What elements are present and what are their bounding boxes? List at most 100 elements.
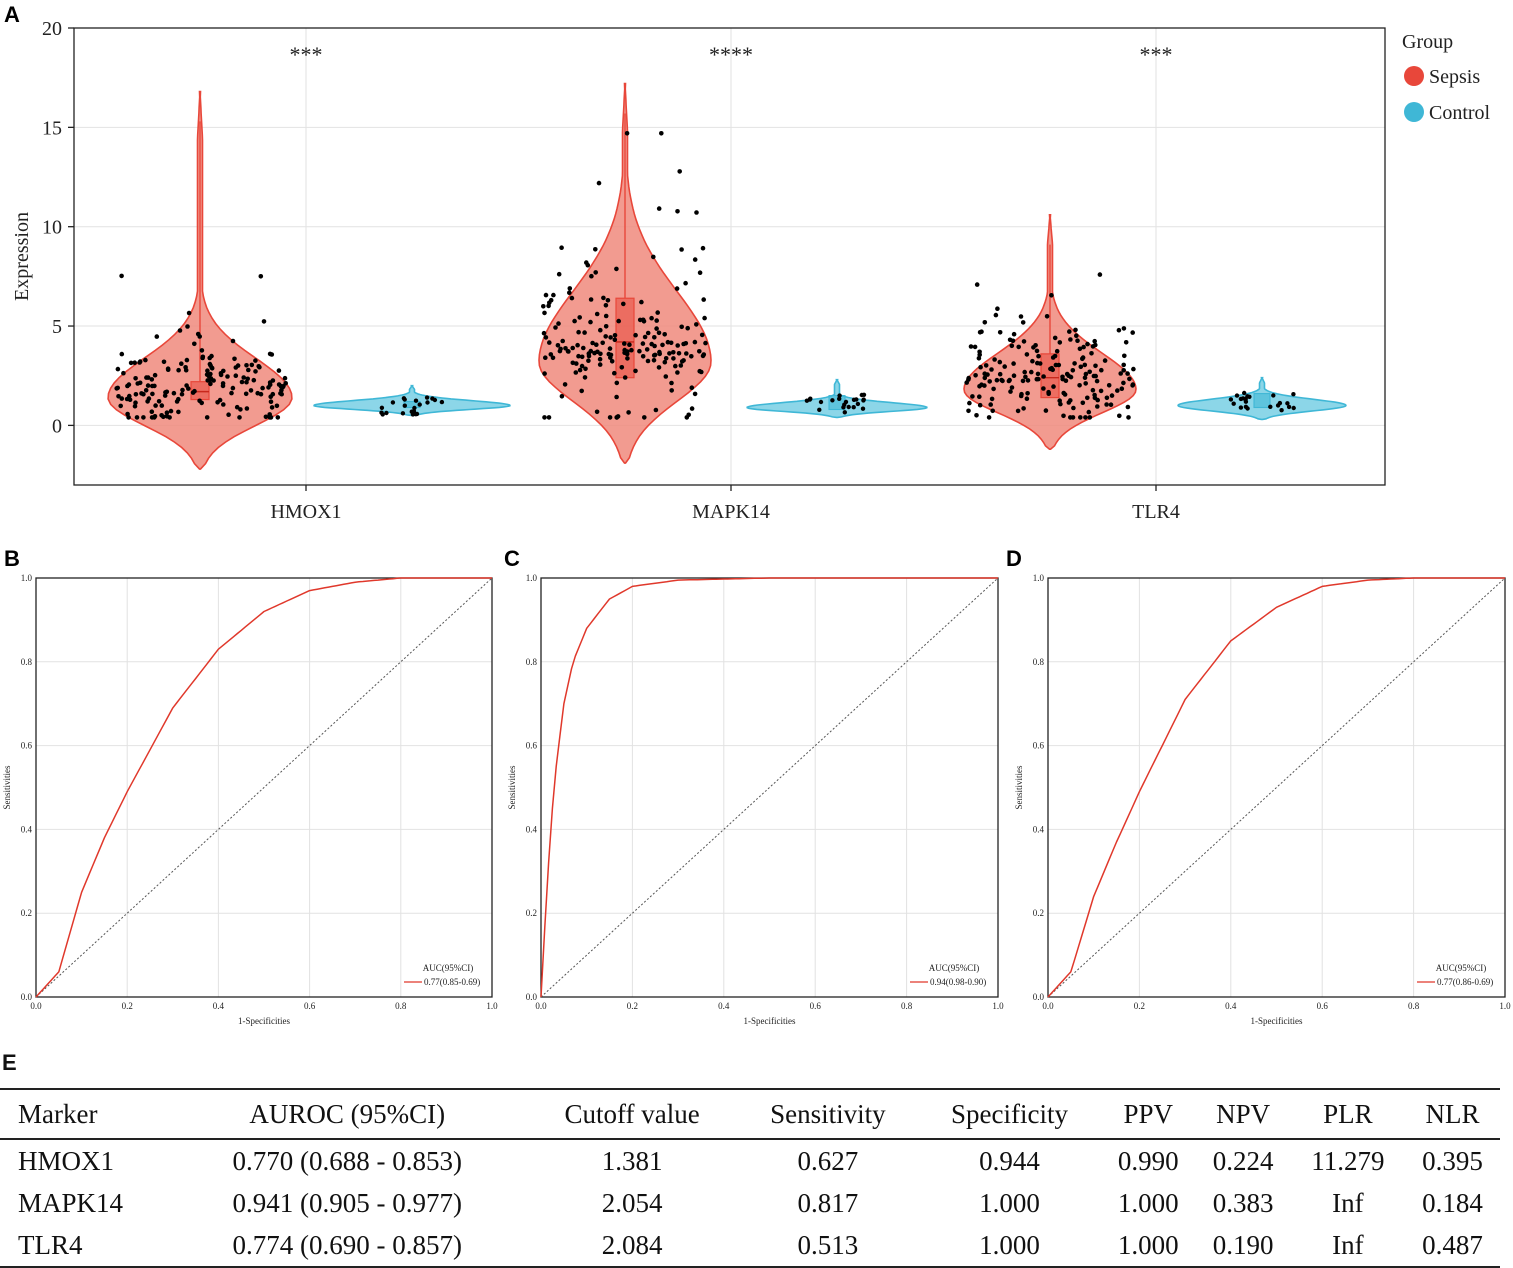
sepsis-point xyxy=(603,334,608,339)
sepsis-point xyxy=(268,415,274,420)
sepsis-point xyxy=(226,412,231,418)
sepsis-point xyxy=(973,373,978,378)
cell: 1.000 xyxy=(1117,1229,1179,1260)
sepsis-point xyxy=(139,391,144,396)
sepsis-point xyxy=(639,299,644,305)
sepsis-point xyxy=(128,360,134,366)
sepsis-point xyxy=(1058,401,1063,407)
significance-label: *** xyxy=(1140,42,1173,67)
sepsis-point xyxy=(1011,373,1017,379)
control-point xyxy=(1291,392,1296,397)
sepsis-point xyxy=(609,359,615,364)
y-tick-label: 10 xyxy=(42,217,62,239)
sepsis-point xyxy=(1077,383,1082,388)
sepsis-point xyxy=(655,310,660,315)
sepsis-point xyxy=(614,394,619,400)
sepsis-point xyxy=(616,318,621,324)
control-point xyxy=(1238,396,1244,402)
cell: 11.279 xyxy=(1311,1145,1385,1176)
sepsis-point xyxy=(185,324,190,329)
control-point xyxy=(860,406,866,411)
control-point xyxy=(439,399,445,405)
x-tick-label: HMOX1 xyxy=(270,501,341,523)
sepsis-point xyxy=(1049,365,1054,371)
panel-label-c: C xyxy=(504,546,520,571)
sepsis-point xyxy=(977,394,982,400)
sepsis-point xyxy=(702,315,707,321)
sepsis-point xyxy=(1063,378,1069,384)
sepsis-point xyxy=(244,406,250,411)
sepsis-point xyxy=(633,368,638,374)
sepsis-point xyxy=(678,363,684,368)
sepsis-point xyxy=(179,391,185,397)
sepsis-point xyxy=(1068,337,1073,342)
sepsis-point xyxy=(179,361,184,367)
roc-legend-label: 0.77(0.86-0.69) xyxy=(1437,977,1493,987)
sepsis-point xyxy=(1054,348,1060,354)
sepsis-point xyxy=(1009,343,1015,349)
sepsis-point xyxy=(1123,340,1129,345)
sepsis-point xyxy=(1116,327,1122,333)
cell: HMOX1 xyxy=(18,1145,115,1176)
sepsis-point xyxy=(605,298,611,303)
sepsis-point xyxy=(642,334,648,340)
sepsis-point xyxy=(233,373,239,379)
sepsis-point xyxy=(593,270,598,275)
control-point xyxy=(379,405,385,410)
sepsis-point xyxy=(149,377,155,382)
sepsis-point xyxy=(1025,378,1031,383)
sepsis-point xyxy=(997,359,1003,365)
sepsis-point xyxy=(263,414,269,420)
sepsis-point xyxy=(1030,358,1035,364)
sepsis-point xyxy=(637,317,643,323)
y-axis-label: Expression xyxy=(11,212,33,301)
significance-label: *** xyxy=(290,42,323,67)
sepsis-point xyxy=(233,365,239,370)
roc-legend-title: AUC(95%CI) xyxy=(1436,963,1487,973)
sepsis-point xyxy=(990,408,995,414)
sepsis-point xyxy=(221,402,226,407)
header-cutoff: Cutoff value xyxy=(564,1098,700,1129)
roc-x-tick-label: 1.0 xyxy=(1499,1001,1511,1011)
sepsis-point xyxy=(625,349,630,354)
roc-y-tick-label: 0.0 xyxy=(1033,992,1045,1002)
sepsis-point xyxy=(1109,393,1115,398)
sepsis-point xyxy=(562,382,568,387)
roc-y-tick-label: 0.4 xyxy=(21,824,33,834)
sepsis-point xyxy=(982,320,988,325)
roc-x-axis-label: 1-Specificities xyxy=(1251,1016,1303,1026)
sepsis-point xyxy=(1082,375,1088,381)
sepsis-point xyxy=(575,342,580,348)
roc-reference-line xyxy=(35,577,493,998)
control-point xyxy=(413,398,419,403)
sepsis-point xyxy=(607,346,613,351)
sepsis-point xyxy=(603,313,609,319)
sepsis-point xyxy=(1075,338,1080,344)
sepsis-point xyxy=(1015,408,1021,414)
roc-legend-label: 0.94(0.98-0.90) xyxy=(930,977,986,987)
sepsis-point xyxy=(145,383,151,388)
sepsis-point xyxy=(119,396,125,401)
sepsis-point xyxy=(281,383,286,389)
roc-plot-mapk14: 0.00.0 0.2 0.2 0.4 0.4 0.6 0.6 0.8 0.8 1.0 1.0 1-Sp… xyxy=(507,573,1004,1026)
sepsis-point xyxy=(268,399,274,405)
sepsis-point xyxy=(162,393,168,398)
sepsis-point xyxy=(592,350,597,356)
sepsis-point xyxy=(1008,389,1013,394)
sepsis-point xyxy=(199,348,205,353)
sepsis-point xyxy=(164,414,170,419)
cell: 0.513 xyxy=(797,1229,859,1260)
significance-label: **** xyxy=(709,42,753,67)
control-point xyxy=(1234,393,1240,398)
panel-label-a: A xyxy=(4,2,20,27)
control-point xyxy=(390,400,396,405)
roc-y-axis-label: Sensitivities xyxy=(2,765,12,810)
sepsis-point xyxy=(152,383,157,389)
sepsis-point xyxy=(161,359,167,365)
sepsis-point xyxy=(255,390,260,396)
sepsis-point xyxy=(154,334,160,339)
sepsis-point xyxy=(180,387,185,393)
roc-y-tick-label: 0.6 xyxy=(526,741,538,751)
sepsis-point xyxy=(579,363,585,369)
control-point xyxy=(430,396,435,401)
